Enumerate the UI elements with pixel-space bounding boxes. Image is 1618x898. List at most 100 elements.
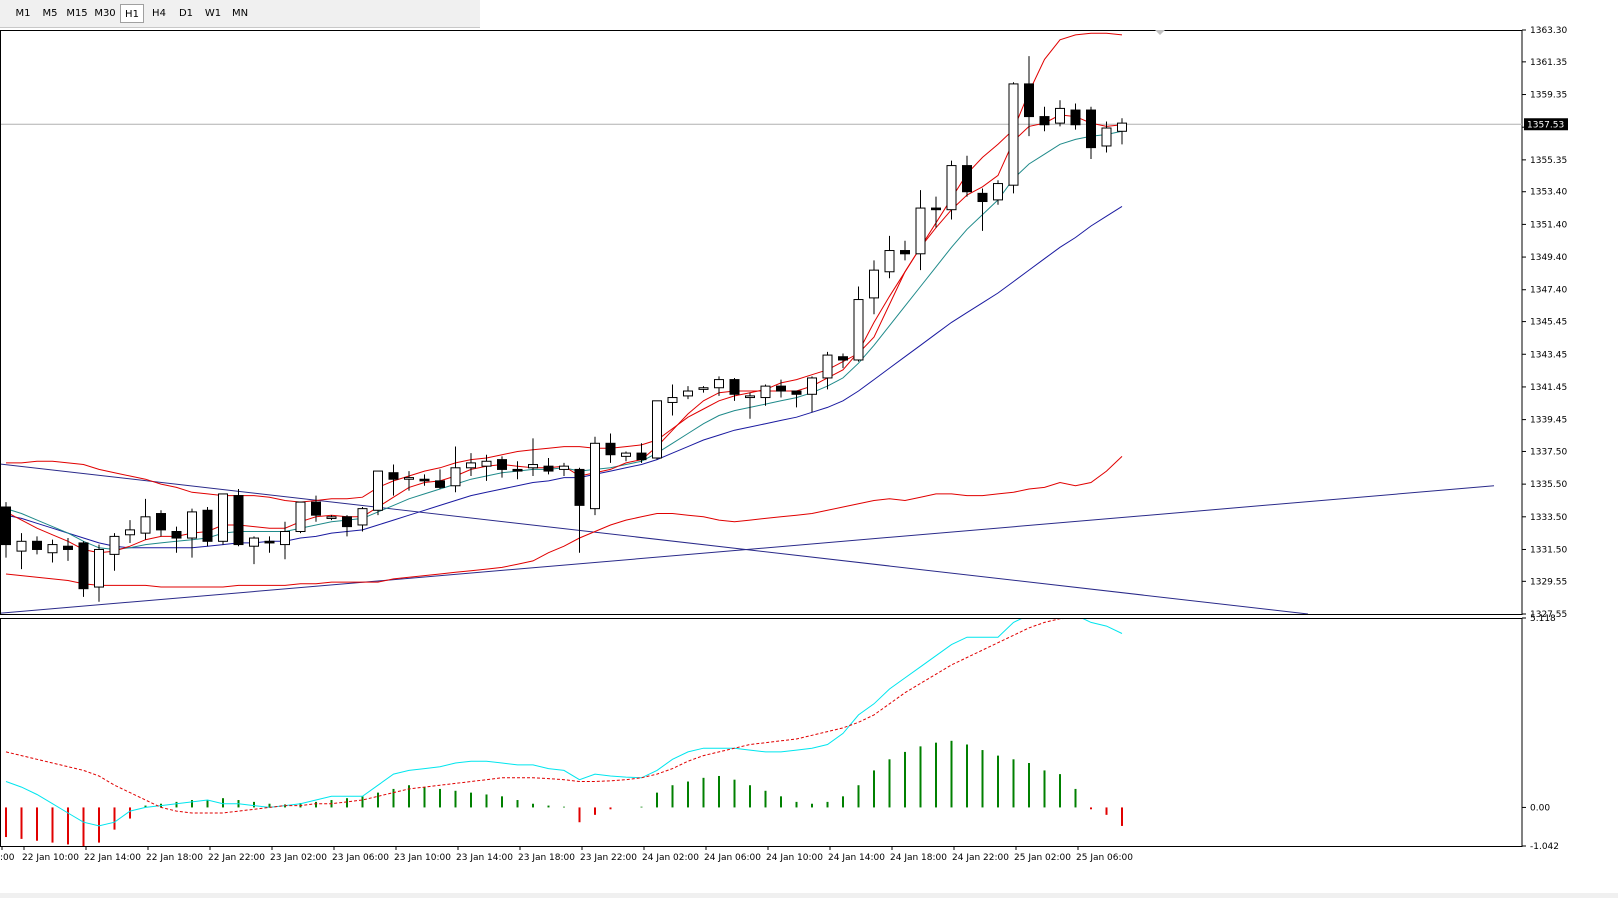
candle[interactable] <box>326 515 337 521</box>
candle[interactable] <box>900 240 910 261</box>
candle[interactable] <box>760 384 771 406</box>
candle[interactable] <box>621 451 631 462</box>
candle[interactable] <box>342 515 352 537</box>
candle[interactable] <box>1101 121 1112 153</box>
time-tick-label: 22 Jan 14:00 <box>84 853 141 863</box>
candle[interactable] <box>94 544 104 602</box>
candle[interactable] <box>884 235 895 279</box>
oscillator-pane[interactable] <box>5 611 1123 846</box>
candle[interactable] <box>605 433 616 463</box>
candle[interactable] <box>404 471 414 491</box>
timeframe-m15-button[interactable]: M15 <box>66 8 88 19</box>
candle[interactable] <box>47 539 58 563</box>
candle[interactable] <box>388 464 399 496</box>
timeframe-mn-button[interactable]: MN <box>231 8 249 19</box>
candle[interactable] <box>140 498 151 540</box>
candle[interactable] <box>946 160 957 220</box>
candle[interactable] <box>78 541 89 597</box>
candle[interactable] <box>466 453 476 476</box>
candle[interactable] <box>1024 56 1034 137</box>
candle[interactable] <box>543 457 554 475</box>
candle[interactable] <box>435 469 445 490</box>
candle[interactable] <box>233 489 244 547</box>
candle[interactable] <box>745 392 755 419</box>
price-pane[interactable] <box>0 32 1522 614</box>
bear-candle-body <box>605 442 616 456</box>
candle[interactable] <box>714 376 724 396</box>
timeframe-h1-button[interactable]: H1 <box>120 4 144 23</box>
candle[interactable] <box>729 377 740 401</box>
bear-candle-body <box>900 250 910 255</box>
candle[interactable] <box>512 461 523 480</box>
timeframe-h4-button[interactable]: H4 <box>152 8 166 19</box>
candle[interactable] <box>497 456 507 478</box>
price-tick-label: 1341.45 <box>1530 383 1567 393</box>
candle[interactable] <box>419 474 430 486</box>
candle[interactable] <box>636 443 647 463</box>
candle[interactable] <box>187 508 197 558</box>
candle[interactable] <box>450 446 461 493</box>
candle[interactable] <box>280 521 290 560</box>
candle[interactable] <box>1070 103 1081 130</box>
price-tick-label: 1351.40 <box>1530 220 1567 230</box>
candle[interactable] <box>171 526 182 553</box>
timeframe-m30-button[interactable]: M30 <box>94 8 116 19</box>
timeframe-d1-button[interactable]: D1 <box>178 8 194 19</box>
slow-moving-average-line <box>5 205 1123 549</box>
candle[interactable] <box>16 533 27 570</box>
candle[interactable] <box>311 495 321 522</box>
candle[interactable] <box>373 470 383 516</box>
candle[interactable] <box>590 436 600 516</box>
candle[interactable] <box>652 400 662 460</box>
candle[interactable] <box>249 536 259 565</box>
candle[interactable] <box>962 155 972 197</box>
candle[interactable] <box>63 538 73 561</box>
candle[interactable] <box>218 493 228 545</box>
candle[interactable] <box>357 507 368 532</box>
candle[interactable] <box>776 379 786 398</box>
timeframe-w1-button[interactable]: W1 <box>204 8 222 19</box>
candle[interactable] <box>125 520 135 543</box>
candle[interactable] <box>1 502 11 558</box>
candle[interactable] <box>1055 100 1065 127</box>
candle[interactable] <box>574 467 585 553</box>
candle[interactable] <box>822 351 833 390</box>
time-tick-label: 23 Jan 10:00 <box>394 853 451 863</box>
price-tick-label: 1335.50 <box>1530 480 1567 490</box>
bull-candle-body <box>295 501 306 533</box>
timeframe-m5-button[interactable]: M5 <box>42 8 58 19</box>
candle[interactable] <box>993 180 1003 205</box>
candle[interactable] <box>559 462 569 476</box>
candle[interactable] <box>667 384 678 416</box>
timeframe-m1-button[interactable]: M1 <box>15 8 31 19</box>
candle[interactable] <box>32 536 42 555</box>
candle[interactable] <box>1086 106 1096 160</box>
candle[interactable] <box>683 386 693 400</box>
candle[interactable] <box>1039 106 1050 132</box>
candle[interactable] <box>791 390 802 408</box>
candle[interactable] <box>109 533 120 571</box>
candle[interactable] <box>853 286 864 362</box>
candle[interactable] <box>869 260 879 315</box>
candle[interactable] <box>264 536 275 553</box>
axes: 1363.301361.351359.351357.351355.351353.… <box>0 26 1568 863</box>
candle[interactable] <box>1008 82 1019 194</box>
bear-candle-body <box>63 545 73 550</box>
candle[interactable] <box>915 190 926 271</box>
bear-candle-body <box>419 478 430 482</box>
candle[interactable] <box>1117 118 1127 145</box>
candle[interactable] <box>931 196 941 228</box>
bull-candle-body <box>946 165 957 211</box>
candle[interactable] <box>838 353 848 369</box>
candle[interactable] <box>807 376 817 413</box>
bear-candle-body <box>776 385 786 392</box>
candle[interactable] <box>977 188 988 231</box>
candle[interactable] <box>528 438 538 476</box>
candle[interactable] <box>156 510 166 537</box>
candle[interactable] <box>295 501 306 534</box>
candle[interactable] <box>481 454 492 481</box>
candle[interactable] <box>202 507 213 547</box>
bottom-scrollbar[interactable] <box>0 893 1618 898</box>
candle[interactable] <box>698 386 709 393</box>
